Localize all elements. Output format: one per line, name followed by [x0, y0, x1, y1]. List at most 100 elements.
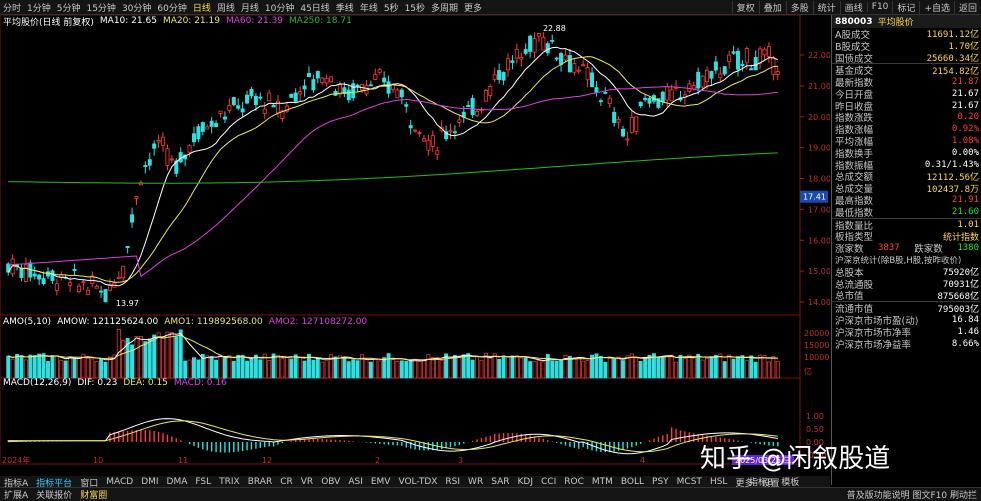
- indicator-tab[interactable]: MCST: [676, 477, 702, 487]
- amo-bar: [674, 361, 679, 379]
- indicator-tab[interactable]: CCI: [541, 477, 557, 487]
- period-tab[interactable]: 60分钟: [157, 3, 187, 14]
- indicator-tab[interactable]: BRAR: [247, 477, 273, 487]
- indicator-tab[interactable]: VR: [300, 477, 314, 487]
- period-tab[interactable]: 30分钟: [121, 3, 152, 14]
- period-tab[interactable]: 15秒: [404, 3, 426, 14]
- indicator-tab[interactable]: 指标平台: [36, 478, 73, 489]
- indicator-tab[interactable]: 设置: [761, 478, 780, 489]
- period-tab[interactable]: 季线: [335, 3, 354, 14]
- period-tab[interactable]: 45日线: [300, 3, 330, 14]
- indicator-b-tab[interactable]: 模板: [781, 478, 800, 488]
- candle-body: [669, 89, 674, 102]
- tool-button[interactable]: 标记: [892, 0, 919, 14]
- indicator-tab[interactable]: TRIX: [219, 477, 240, 487]
- indicator-tab[interactable]: ROC: [564, 477, 584, 487]
- amo-bar: [161, 336, 165, 379]
- indicator-tab[interactable]: KDJ: [517, 477, 534, 487]
- period-tab[interactable]: 5分钟: [56, 3, 81, 14]
- indicator-tab[interactable]: FSL: [195, 477, 212, 487]
- period-tab[interactable]: 1分钟: [27, 3, 51, 14]
- amo-bar: [107, 356, 112, 379]
- indicator-tab[interactable]: PSY: [652, 477, 669, 487]
- indicator-b-tab[interactable]: 指标B: [749, 478, 774, 488]
- period-tab[interactable]: 多周期: [431, 3, 459, 14]
- bottom-tab[interactable]: 财富圈: [80, 491, 108, 501]
- indicator-tab[interactable]: MACD: [106, 477, 134, 487]
- period-tab[interactable]: 年线: [359, 3, 378, 14]
- row-value: 75920亿: [942, 268, 979, 279]
- tool-button[interactable]: 叠加: [758, 0, 786, 14]
- tool-button[interactable]: 画线: [839, 0, 867, 14]
- indicator-tab[interactable]: OBV: [321, 477, 341, 487]
- amo-tick-label: 10000: [804, 353, 829, 362]
- period-tab[interactable]: 日线: [192, 3, 211, 14]
- period-tab[interactable]: 10分钟: [264, 3, 295, 14]
- indicator-tab[interactable]: WR: [468, 477, 484, 487]
- indicator-tab[interactable]: CR: [280, 477, 293, 487]
- indicator-tab[interactable]: 指标A: [4, 478, 29, 489]
- indicator-tab[interactable]: RSI: [445, 477, 461, 487]
- period-tab[interactable]: 分时: [3, 3, 22, 14]
- row-label: 总成交额: [835, 172, 874, 184]
- candle-body: [315, 71, 320, 79]
- candle-body: [214, 122, 219, 128]
- row-label: 指数量比: [835, 220, 874, 232]
- candle-body: [718, 73, 723, 79]
- tool-button[interactable]: 统计: [812, 0, 840, 14]
- period-tab[interactable]: 月线: [240, 3, 259, 14]
- macd-value: MACD: 0.16: [173, 378, 227, 388]
- quote-row: 最低指数 21.60: [832, 206, 981, 219]
- candle-body: [306, 72, 311, 78]
- row-value: 8.66%: [951, 338, 979, 349]
- bottom-tab[interactable]: 关联报价: [36, 491, 73, 501]
- tool-button[interactable]: 复权: [731, 0, 759, 14]
- amo-bar: [749, 355, 754, 379]
- tool-button[interactable]: +自选: [919, 0, 954, 14]
- dea-value: DEA: 0.15: [123, 378, 168, 388]
- row-label: 沪深京市场净益率: [835, 339, 912, 351]
- bottom-right-links[interactable]: 普及版功能说明 图文F10 刷动拦: [846, 491, 977, 501]
- candle-body: [337, 84, 342, 95]
- price-tick-label: 18.00: [808, 175, 830, 184]
- amo-bar: [192, 357, 196, 379]
- indicator-tab[interactable]: BOLL: [620, 477, 645, 487]
- row-value: 1.46: [957, 326, 979, 337]
- amo-bar: [143, 341, 148, 379]
- row-label: 板指类型: [835, 232, 874, 244]
- indicator-tab[interactable]: HSL: [709, 477, 728, 487]
- row-value: 16.84: [951, 315, 979, 326]
- amo-bar: [550, 360, 555, 379]
- candle-body: [156, 140, 161, 143]
- indicator-tab[interactable]: EMV: [370, 477, 391, 487]
- tool-button[interactable]: 返回: [953, 0, 981, 14]
- row-label: 平均涨幅: [835, 137, 874, 149]
- candle-body: [209, 120, 214, 127]
- indicator-tab[interactable]: VOL-TDX: [398, 477, 438, 487]
- bottom-tab[interactable]: 扩展A: [4, 491, 29, 501]
- tool-button[interactable]: F10: [866, 2, 893, 12]
- period-tab[interactable]: 更多: [464, 3, 483, 14]
- tool-button[interactable]: 多股: [785, 0, 813, 14]
- period-tab[interactable]: 周线: [216, 3, 235, 14]
- macd-tick-label: -0.50: [806, 451, 827, 460]
- period-tab[interactable]: 15分钟: [86, 3, 116, 14]
- candle-body: [121, 265, 126, 279]
- period-tab[interactable]: 5秒: [383, 3, 399, 14]
- kline-chart[interactable]: 22.0021.0020.0019.0018.0017.0016.0015.00…: [0, 15, 830, 465]
- indicator-tab[interactable]: 窗口: [80, 478, 99, 489]
- candle-body: [130, 214, 135, 223]
- indicator-tab[interactable]: ASI: [348, 477, 363, 487]
- candle-body: [165, 148, 170, 166]
- quote-row: 沪深京市场市净率 1.46: [832, 326, 981, 339]
- indicator-tab[interactable]: SAR: [491, 477, 510, 487]
- candle-body: [758, 48, 763, 64]
- indicator-tab[interactable]: MTM: [591, 477, 613, 487]
- indicator-tab[interactable]: DMI: [141, 477, 159, 487]
- row-label: 总成交量: [835, 184, 874, 196]
- indicator-tab[interactable]: DMA: [166, 477, 188, 487]
- indicator-tab[interactable]: 更多: [735, 478, 754, 489]
- candle-body: [470, 97, 475, 116]
- amo-bar: [598, 355, 603, 379]
- amo-bar: [364, 359, 369, 379]
